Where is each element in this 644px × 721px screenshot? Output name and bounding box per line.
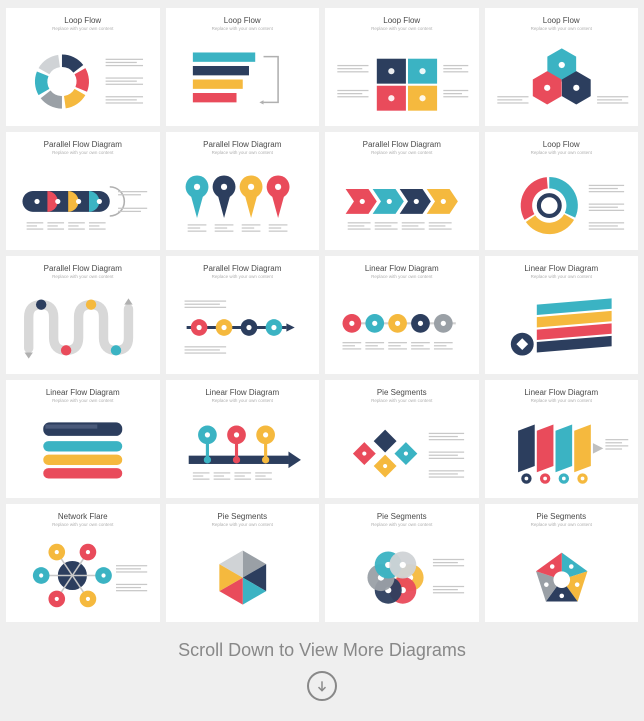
- diagram-thumb: [329, 161, 475, 246]
- card-subtitle: Replace with your own content: [531, 398, 592, 403]
- card-subtitle: Replace with your own content: [531, 522, 592, 527]
- card-subtitle: Replace with your own content: [212, 150, 273, 155]
- card-title: Pie Segments: [377, 388, 427, 397]
- card-title: Network Flare: [58, 512, 108, 521]
- diagram-thumb: [10, 161, 156, 246]
- footer: Scroll Down to View More Diagrams: [6, 640, 638, 701]
- card-subtitle: Replace with your own content: [531, 274, 592, 279]
- template-card[interactable]: Parallel Flow Diagram Replace with your …: [166, 132, 320, 250]
- diagram-thumb: [170, 533, 316, 618]
- template-card[interactable]: Pie Segments Replace with your own conte…: [325, 380, 479, 498]
- diagram-thumb: [10, 409, 156, 494]
- template-card[interactable]: Pie Segments Replace with your own conte…: [166, 504, 320, 622]
- card-title: Linear Flow Diagram: [524, 264, 598, 273]
- footer-text: Scroll Down to View More Diagrams: [6, 640, 638, 661]
- diagram-thumb: [329, 533, 475, 618]
- diagram-thumb: [10, 285, 156, 370]
- card-subtitle: Replace with your own content: [371, 26, 432, 31]
- card-title: Loop Flow: [543, 140, 580, 149]
- diagram-thumb: [10, 37, 156, 122]
- diagram-thumb: [489, 161, 635, 246]
- diagram-thumb: [10, 533, 156, 618]
- card-title: Parallel Flow Diagram: [203, 264, 281, 273]
- card-title: Parallel Flow Diagram: [44, 264, 122, 273]
- template-card[interactable]: Parallel Flow Diagram Replace with your …: [6, 132, 160, 250]
- card-title: Loop Flow: [64, 16, 101, 25]
- template-card[interactable]: Parallel Flow Diagram Replace with your …: [166, 256, 320, 374]
- template-card[interactable]: Loop Flow Replace with your own content: [485, 8, 639, 126]
- diagram-thumb: [170, 409, 316, 494]
- template-card[interactable]: Loop Flow Replace with your own content: [325, 8, 479, 126]
- card-title: Pie Segments: [377, 512, 427, 521]
- template-card[interactable]: Linear Flow Diagram Replace with your ow…: [485, 256, 639, 374]
- card-title: Loop Flow: [543, 16, 580, 25]
- card-subtitle: Replace with your own content: [212, 522, 273, 527]
- card-subtitle: Replace with your own content: [52, 522, 113, 527]
- card-subtitle: Replace with your own content: [212, 26, 273, 31]
- card-subtitle: Replace with your own content: [52, 274, 113, 279]
- card-subtitle: Replace with your own content: [531, 26, 592, 31]
- template-card[interactable]: Linear Flow Diagram Replace with your ow…: [6, 380, 160, 498]
- diagram-thumb: [329, 285, 475, 370]
- card-title: Linear Flow Diagram: [46, 388, 120, 397]
- diagram-thumb: [329, 37, 475, 122]
- template-card[interactable]: Parallel Flow Diagram Replace with your …: [325, 132, 479, 250]
- card-subtitle: Replace with your own content: [212, 274, 273, 279]
- card-title: Linear Flow Diagram: [524, 388, 598, 397]
- card-title: Parallel Flow Diagram: [44, 140, 122, 149]
- card-subtitle: Replace with your own content: [212, 398, 273, 403]
- card-title: Loop Flow: [224, 16, 261, 25]
- diagram-thumb: [489, 409, 635, 494]
- card-subtitle: Replace with your own content: [531, 150, 592, 155]
- card-subtitle: Replace with your own content: [371, 274, 432, 279]
- card-title: Parallel Flow Diagram: [363, 140, 441, 149]
- card-subtitle: Replace with your own content: [371, 398, 432, 403]
- diagram-thumb: [489, 37, 635, 122]
- card-subtitle: Replace with your own content: [52, 26, 113, 31]
- template-card[interactable]: Pie Segments Replace with your own conte…: [325, 504, 479, 622]
- diagram-thumb: [329, 409, 475, 494]
- card-title: Pie Segments: [217, 512, 267, 521]
- card-title: Pie Segments: [536, 512, 586, 521]
- diagram-thumb: [170, 161, 316, 246]
- card-title: Linear Flow Diagram: [205, 388, 279, 397]
- diagram-thumb: [489, 285, 635, 370]
- scroll-down-icon[interactable]: [307, 671, 337, 701]
- card-title: Loop Flow: [383, 16, 420, 25]
- diagram-thumb: [489, 533, 635, 618]
- card-subtitle: Replace with your own content: [371, 522, 432, 527]
- template-card[interactable]: Loop Flow Replace with your own content: [6, 8, 160, 126]
- diagram-thumb: [170, 37, 316, 122]
- template-card[interactable]: Linear Flow Diagram Replace with your ow…: [166, 380, 320, 498]
- template-card[interactable]: Linear Flow Diagram Replace with your ow…: [325, 256, 479, 374]
- template-card[interactable]: Loop Flow Replace with your own content: [485, 132, 639, 250]
- template-card[interactable]: Linear Flow Diagram Replace with your ow…: [485, 380, 639, 498]
- template-card[interactable]: Parallel Flow Diagram Replace with your …: [6, 256, 160, 374]
- template-card[interactable]: Network Flare Replace with your own cont…: [6, 504, 160, 622]
- card-subtitle: Replace with your own content: [371, 150, 432, 155]
- thumbnail-grid: Loop Flow Replace with your own content …: [6, 8, 638, 622]
- card-subtitle: Replace with your own content: [52, 150, 113, 155]
- diagram-thumb: [170, 285, 316, 370]
- card-title: Linear Flow Diagram: [365, 264, 439, 273]
- card-subtitle: Replace with your own content: [52, 398, 113, 403]
- card-title: Parallel Flow Diagram: [203, 140, 281, 149]
- template-card[interactable]: Loop Flow Replace with your own content: [166, 8, 320, 126]
- template-card[interactable]: Pie Segments Replace with your own conte…: [485, 504, 639, 622]
